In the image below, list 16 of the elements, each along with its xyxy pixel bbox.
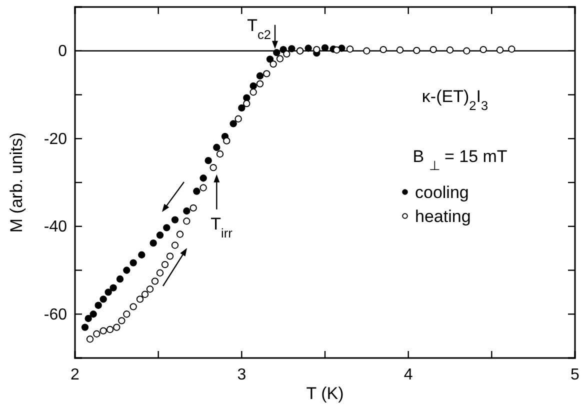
y-tick-label: -60 [44, 306, 68, 324]
annotation: T$_{irr}$ [210, 214, 234, 240]
y-tick-label: 0 [58, 42, 68, 60]
y-tick-label: -20 [44, 130, 68, 148]
y-axis-title: M (arb. units) [7, 132, 26, 233]
x-axis-title: T (K) [306, 384, 344, 403]
x-tick-label: 2 [70, 366, 80, 384]
legend-label: heating [415, 207, 471, 226]
legend-label: cooling [415, 183, 469, 202]
x-tick-label: 4 [404, 366, 413, 384]
x-tick-label: 5 [570, 366, 580, 384]
annotation: B $_{⊥}$ = 15 mT [412, 147, 508, 172]
y-tick-label: -40 [44, 218, 68, 236]
x-tick-label: 3 [237, 366, 246, 384]
annotation: T$_{c2}$ [247, 16, 271, 42]
annotation: κ-(ET)$_{2}$I$_{3}$ [422, 87, 488, 112]
